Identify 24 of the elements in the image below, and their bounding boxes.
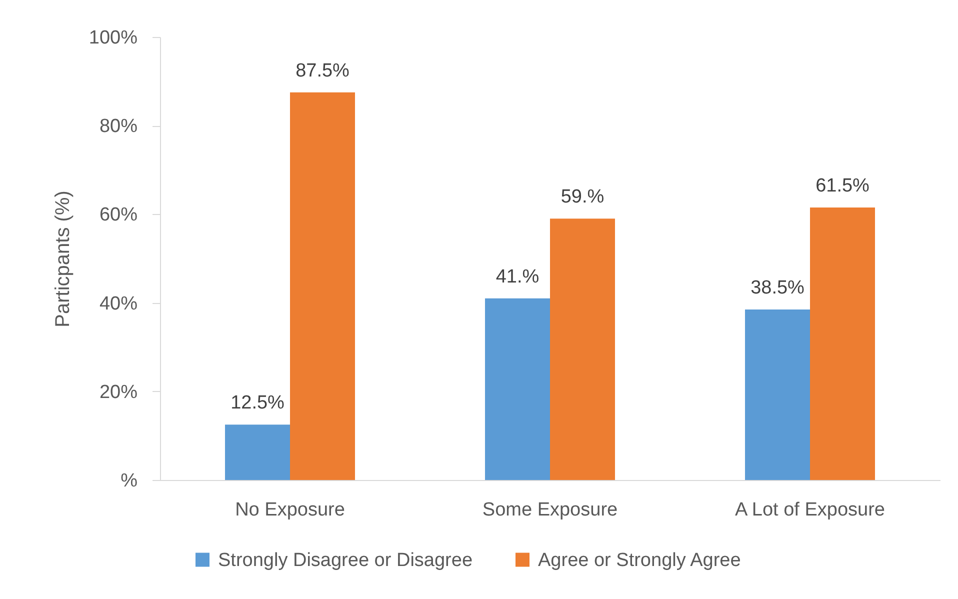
y-axis-title: Particpants (%) — [52, 190, 74, 328]
data-label: 61.5% — [816, 176, 870, 197]
x-tick-label: A Lot of Exposure — [735, 500, 885, 520]
y-tick-label: 80% — [99, 116, 138, 138]
data-label: 59.% — [560, 186, 604, 208]
x-tick-label: No Exposure — [235, 500, 345, 520]
y-tick-label: % — [120, 470, 138, 492]
y-tick-label: 60% — [99, 204, 138, 226]
x-tick-label: Some Exposure — [482, 500, 618, 520]
bar — [745, 309, 810, 480]
bar — [550, 218, 615, 480]
data-label: 38.5% — [750, 277, 805, 298]
bar — [290, 92, 355, 480]
bar — [485, 298, 550, 480]
bar — [810, 208, 875, 480]
legend-label: Strongly Disagree or Disagree — [218, 550, 473, 571]
y-tick-label: 20% — [99, 382, 138, 403]
bar — [225, 424, 290, 480]
y-tick-label: 40% — [99, 293, 138, 314]
legend-label: Agree or Strongly Agree — [538, 550, 741, 571]
data-label: 41.% — [496, 266, 540, 288]
data-label: 12.5% — [230, 392, 285, 414]
data-label: 87.5% — [296, 60, 350, 82]
y-tick-label: 100% — [88, 28, 138, 48]
